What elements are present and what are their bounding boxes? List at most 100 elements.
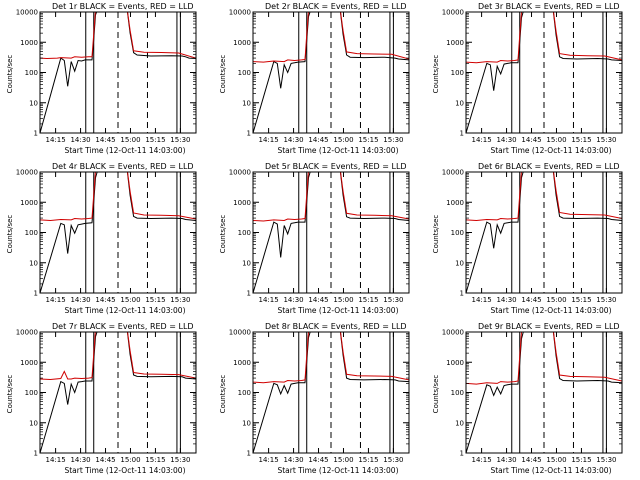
y-tick-label: 10000 <box>442 9 464 17</box>
y-axis-label: Counts/sec <box>6 374 14 414</box>
panel-title: Det 3r BLACK = Events, RED = LLD <box>478 2 620 11</box>
x-tick-label: 14:45 <box>95 296 115 304</box>
panel-title: Det 6r BLACK = Events, RED = LLD <box>478 162 620 171</box>
x-tick-label: 14:45 <box>308 456 328 464</box>
y-tick-label: 10000 <box>16 169 38 177</box>
x-tick-label: 15:15 <box>145 456 165 464</box>
x-tick-label: 14:30 <box>70 296 90 304</box>
x-tick-label: 15:30 <box>170 456 190 464</box>
x-tick-label: 14:30 <box>496 296 516 304</box>
x-tick-label: 14:15 <box>472 136 492 144</box>
y-tick-label: 1 <box>460 450 464 458</box>
y-tick-label: 10 <box>29 259 38 267</box>
y-tick-label: 10000 <box>16 329 38 337</box>
y-tick-label: 100 <box>451 389 464 397</box>
x-tick-label: 15:00 <box>546 296 566 304</box>
x-tick-label: 14:30 <box>70 136 90 144</box>
x-axis-label: Start Time (12-Oct-11 14:03:00) <box>64 306 186 315</box>
y-axis-label: Counts/sec <box>432 374 440 414</box>
y-axis-label: Counts/sec <box>219 374 227 414</box>
detector-panel: 1 10 100 1000 10000 14:15 14:30 14:45 15:00 15:15… <box>0 0 213 160</box>
y-axis-label: Counts/sec <box>432 214 440 254</box>
lld-series-line <box>40 332 196 381</box>
y-tick-label: 1 <box>34 450 38 458</box>
y-tick-label: 10000 <box>229 9 251 17</box>
x-tick-label: 15:30 <box>170 296 190 304</box>
y-tick-label: 100 <box>25 69 38 77</box>
y-tick-label: 1 <box>247 130 251 138</box>
x-tick-label: 14:45 <box>521 456 541 464</box>
x-tick-label: 15:15 <box>571 136 591 144</box>
plot-svg: 1 10 100 1000 10000 14:15 14:30 14:45 15:00 15:15… <box>16 169 197 304</box>
panel-title: Det 9r BLACK = Events, RED = LLD <box>478 322 620 331</box>
x-tick-label: 14:15 <box>259 136 279 144</box>
x-axis-label: Start Time (12-Oct-11 14:03:00) <box>490 146 612 155</box>
panel-title: Det 1r BLACK = Events, RED = LLD <box>52 2 194 11</box>
lld-series-line <box>253 12 409 63</box>
events-series-line <box>40 172 196 293</box>
events-series-line <box>40 12 196 133</box>
y-tick-label: 10 <box>29 99 38 107</box>
y-tick-label: 10 <box>455 99 464 107</box>
y-tick-label: 100 <box>238 69 251 77</box>
plot-svg: 1 10 100 1000 10000 14:15 14:30 14:45 15:00 15:15… <box>16 9 197 144</box>
plot-svg: 1 10 100 1000 10000 14:15 14:30 14:45 15:00 15:15… <box>442 169 623 304</box>
x-tick-label: 15:00 <box>546 136 566 144</box>
plot-svg: 1 10 100 1000 10000 14:15 14:30 14:45 15:00 15:15… <box>16 329 197 464</box>
x-tick-label: 14:15 <box>46 456 66 464</box>
x-tick-label: 14:30 <box>496 456 516 464</box>
x-tick-label: 15:15 <box>358 456 378 464</box>
detector-panel: 1 10 100 1000 10000 14:15 14:30 14:45 15:00 15:15… <box>0 160 213 320</box>
panel-title: Det 2r BLACK = Events, RED = LLD <box>265 2 407 11</box>
x-tick-label: 15:15 <box>358 136 378 144</box>
y-tick-label: 10000 <box>16 9 38 17</box>
x-axis-label: Start Time (12-Oct-11 14:03:00) <box>490 466 612 475</box>
detector-panel: 1 10 100 1000 10000 14:15 14:30 14:45 15:00 15:15… <box>213 160 426 320</box>
detector-panel: 1 10 100 1000 10000 14:15 14:30 14:45 15:00 15:15… <box>0 320 213 480</box>
x-tick-label: 15:30 <box>170 136 190 144</box>
y-tick-label: 1000 <box>20 199 38 207</box>
y-axis-label: Counts/sec <box>219 54 227 94</box>
lld-series-line <box>253 172 409 222</box>
x-axis-label: Start Time (12-Oct-11 14:03:00) <box>277 466 399 475</box>
x-axis-label: Start Time (12-Oct-11 14:03:00) <box>64 146 186 155</box>
y-tick-label: 1000 <box>446 199 464 207</box>
y-axis-label: Counts/sec <box>6 54 14 94</box>
x-tick-label: 14:15 <box>472 296 492 304</box>
x-tick-label: 14:45 <box>521 136 541 144</box>
x-tick-label: 15:15 <box>358 296 378 304</box>
lld-series-line <box>40 172 196 222</box>
x-tick-label: 15:30 <box>596 136 616 144</box>
detector-panel: 1 10 100 1000 10000 14:15 14:30 14:45 15:00 15:15… <box>426 0 639 160</box>
x-tick-label: 14:45 <box>95 136 115 144</box>
events-series-line <box>466 172 622 293</box>
x-tick-label: 14:15 <box>472 456 492 464</box>
x-tick-label: 15:00 <box>333 136 353 144</box>
y-tick-label: 1 <box>34 290 38 298</box>
y-tick-label: 100 <box>451 69 464 77</box>
x-tick-label: 14:15 <box>259 296 279 304</box>
y-axis-label: Counts/sec <box>432 54 440 94</box>
x-tick-label: 14:45 <box>521 296 541 304</box>
x-tick-label: 14:30 <box>496 136 516 144</box>
x-axis-label: Start Time (12-Oct-11 14:03:00) <box>277 306 399 315</box>
x-tick-label: 15:00 <box>120 296 140 304</box>
y-tick-label: 10 <box>455 419 464 427</box>
y-tick-label: 10 <box>242 419 251 427</box>
lld-series-line <box>466 172 622 222</box>
x-axis-label: Start Time (12-Oct-11 14:03:00) <box>64 466 186 475</box>
x-axis-label: Start Time (12-Oct-11 14:03:00) <box>490 306 612 315</box>
panel-title: Det 5r BLACK = Events, RED = LLD <box>265 162 407 171</box>
detector-panel: 1 10 100 1000 10000 14:15 14:30 14:45 15:00 15:15… <box>213 0 426 160</box>
y-tick-label: 1000 <box>233 359 251 367</box>
panel-title: Det 4r BLACK = Events, RED = LLD <box>52 162 194 171</box>
x-tick-label: 15:15 <box>571 456 591 464</box>
y-tick-label: 10000 <box>229 329 251 337</box>
y-tick-label: 100 <box>238 229 251 237</box>
y-tick-label: 10000 <box>442 329 464 337</box>
y-tick-label: 10 <box>242 259 251 267</box>
x-tick-label: 15:30 <box>596 296 616 304</box>
plot-svg: 1 10 100 1000 10000 14:15 14:30 14:45 15:00 15:15… <box>229 169 410 304</box>
x-tick-label: 15:00 <box>120 456 140 464</box>
